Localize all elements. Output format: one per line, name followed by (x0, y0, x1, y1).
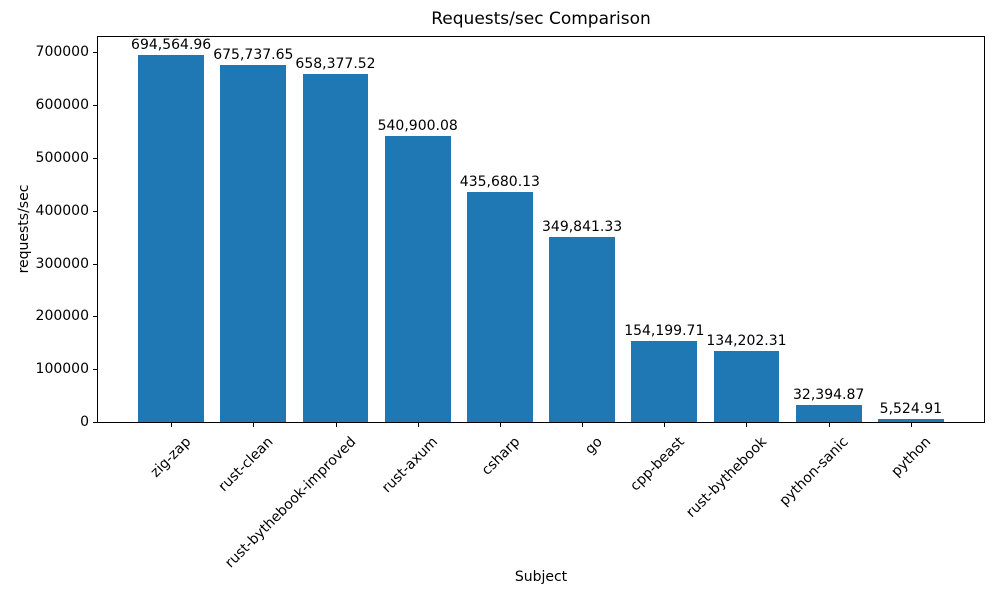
x-tick-mark (253, 423, 255, 427)
y-tick-mark (93, 210, 97, 212)
x-tick-label: rust-bythebook (683, 434, 770, 521)
x-tick-label: rust-clean (215, 434, 277, 495)
bar-value-label: 540,900.08 (377, 118, 458, 135)
y-tick-label: 300000 (35, 255, 89, 272)
x-tick-mark (582, 423, 584, 427)
bar-value-label: 658,377.52 (295, 56, 376, 73)
x-tick-mark (746, 423, 748, 427)
y-tick-mark (93, 369, 97, 371)
y-tick-mark (93, 422, 97, 423)
y-tick-label: 100000 (35, 361, 89, 378)
bar-csharp (467, 192, 533, 422)
x-tick-mark (499, 423, 501, 427)
bar-value-label: 32,394.87 (793, 386, 865, 403)
x-tick-label: rust-bythebook-improved (221, 434, 359, 572)
x-tick-mark (664, 423, 666, 427)
bar-value-label: 154,199.71 (624, 322, 705, 339)
bar-python (877, 419, 944, 422)
y-tick-mark (93, 316, 97, 318)
bar-value-label: 435,680.13 (459, 174, 540, 190)
x-tick-mark (828, 423, 830, 427)
bar-rust-bythebook-improved (302, 74, 369, 422)
y-tick-mark (93, 158, 97, 160)
x-tick-mark (335, 423, 337, 427)
bar-go (549, 237, 615, 422)
bar-value-label: 694,564.96 (131, 37, 212, 54)
y-tick-label: 200000 (35, 308, 89, 325)
x-tick-label: cpp-beast (627, 434, 688, 495)
bar-rust-axum (384, 136, 451, 422)
bar-value-label: 349,841.33 (542, 219, 623, 236)
bar-cpp-beast (631, 340, 698, 422)
x-tick-label: python-sanic (776, 434, 852, 510)
x-axis-label: Subject (514, 569, 568, 585)
y-tick-label: 600000 (35, 97, 89, 114)
bar-value-label: 134,202.31 (706, 333, 787, 350)
x-tick-label: python (888, 434, 935, 480)
y-tick-label: 700000 (35, 44, 89, 61)
x-tick-label: go (581, 434, 606, 458)
bar-value-label: 675,737.65 (213, 47, 294, 64)
y-tick-mark (93, 52, 97, 54)
bar-python-sanic (795, 404, 862, 422)
y-tick-label: 0 (80, 414, 89, 430)
x-tick-label: zig-zap (147, 434, 195, 481)
y-tick-mark (93, 263, 97, 265)
y-tick-label: 500000 (35, 150, 89, 167)
chart-title: Requests/sec Comparison (431, 9, 651, 29)
bar-rust-bythebook (713, 351, 780, 422)
y-tick-label: 400000 (35, 202, 89, 219)
x-tick-mark (417, 423, 419, 427)
bar-value-label: 5,524.91 (879, 401, 943, 418)
y-tick-mark (93, 105, 97, 107)
x-tick-mark (171, 423, 173, 427)
bar-zig-zap (138, 55, 205, 422)
x-tick-label: rust-axum (378, 434, 442, 497)
x-tick-mark (910, 423, 912, 427)
x-tick-label: csharp (478, 434, 524, 479)
plot-area (97, 36, 985, 423)
bar-rust-clean (220, 65, 287, 422)
